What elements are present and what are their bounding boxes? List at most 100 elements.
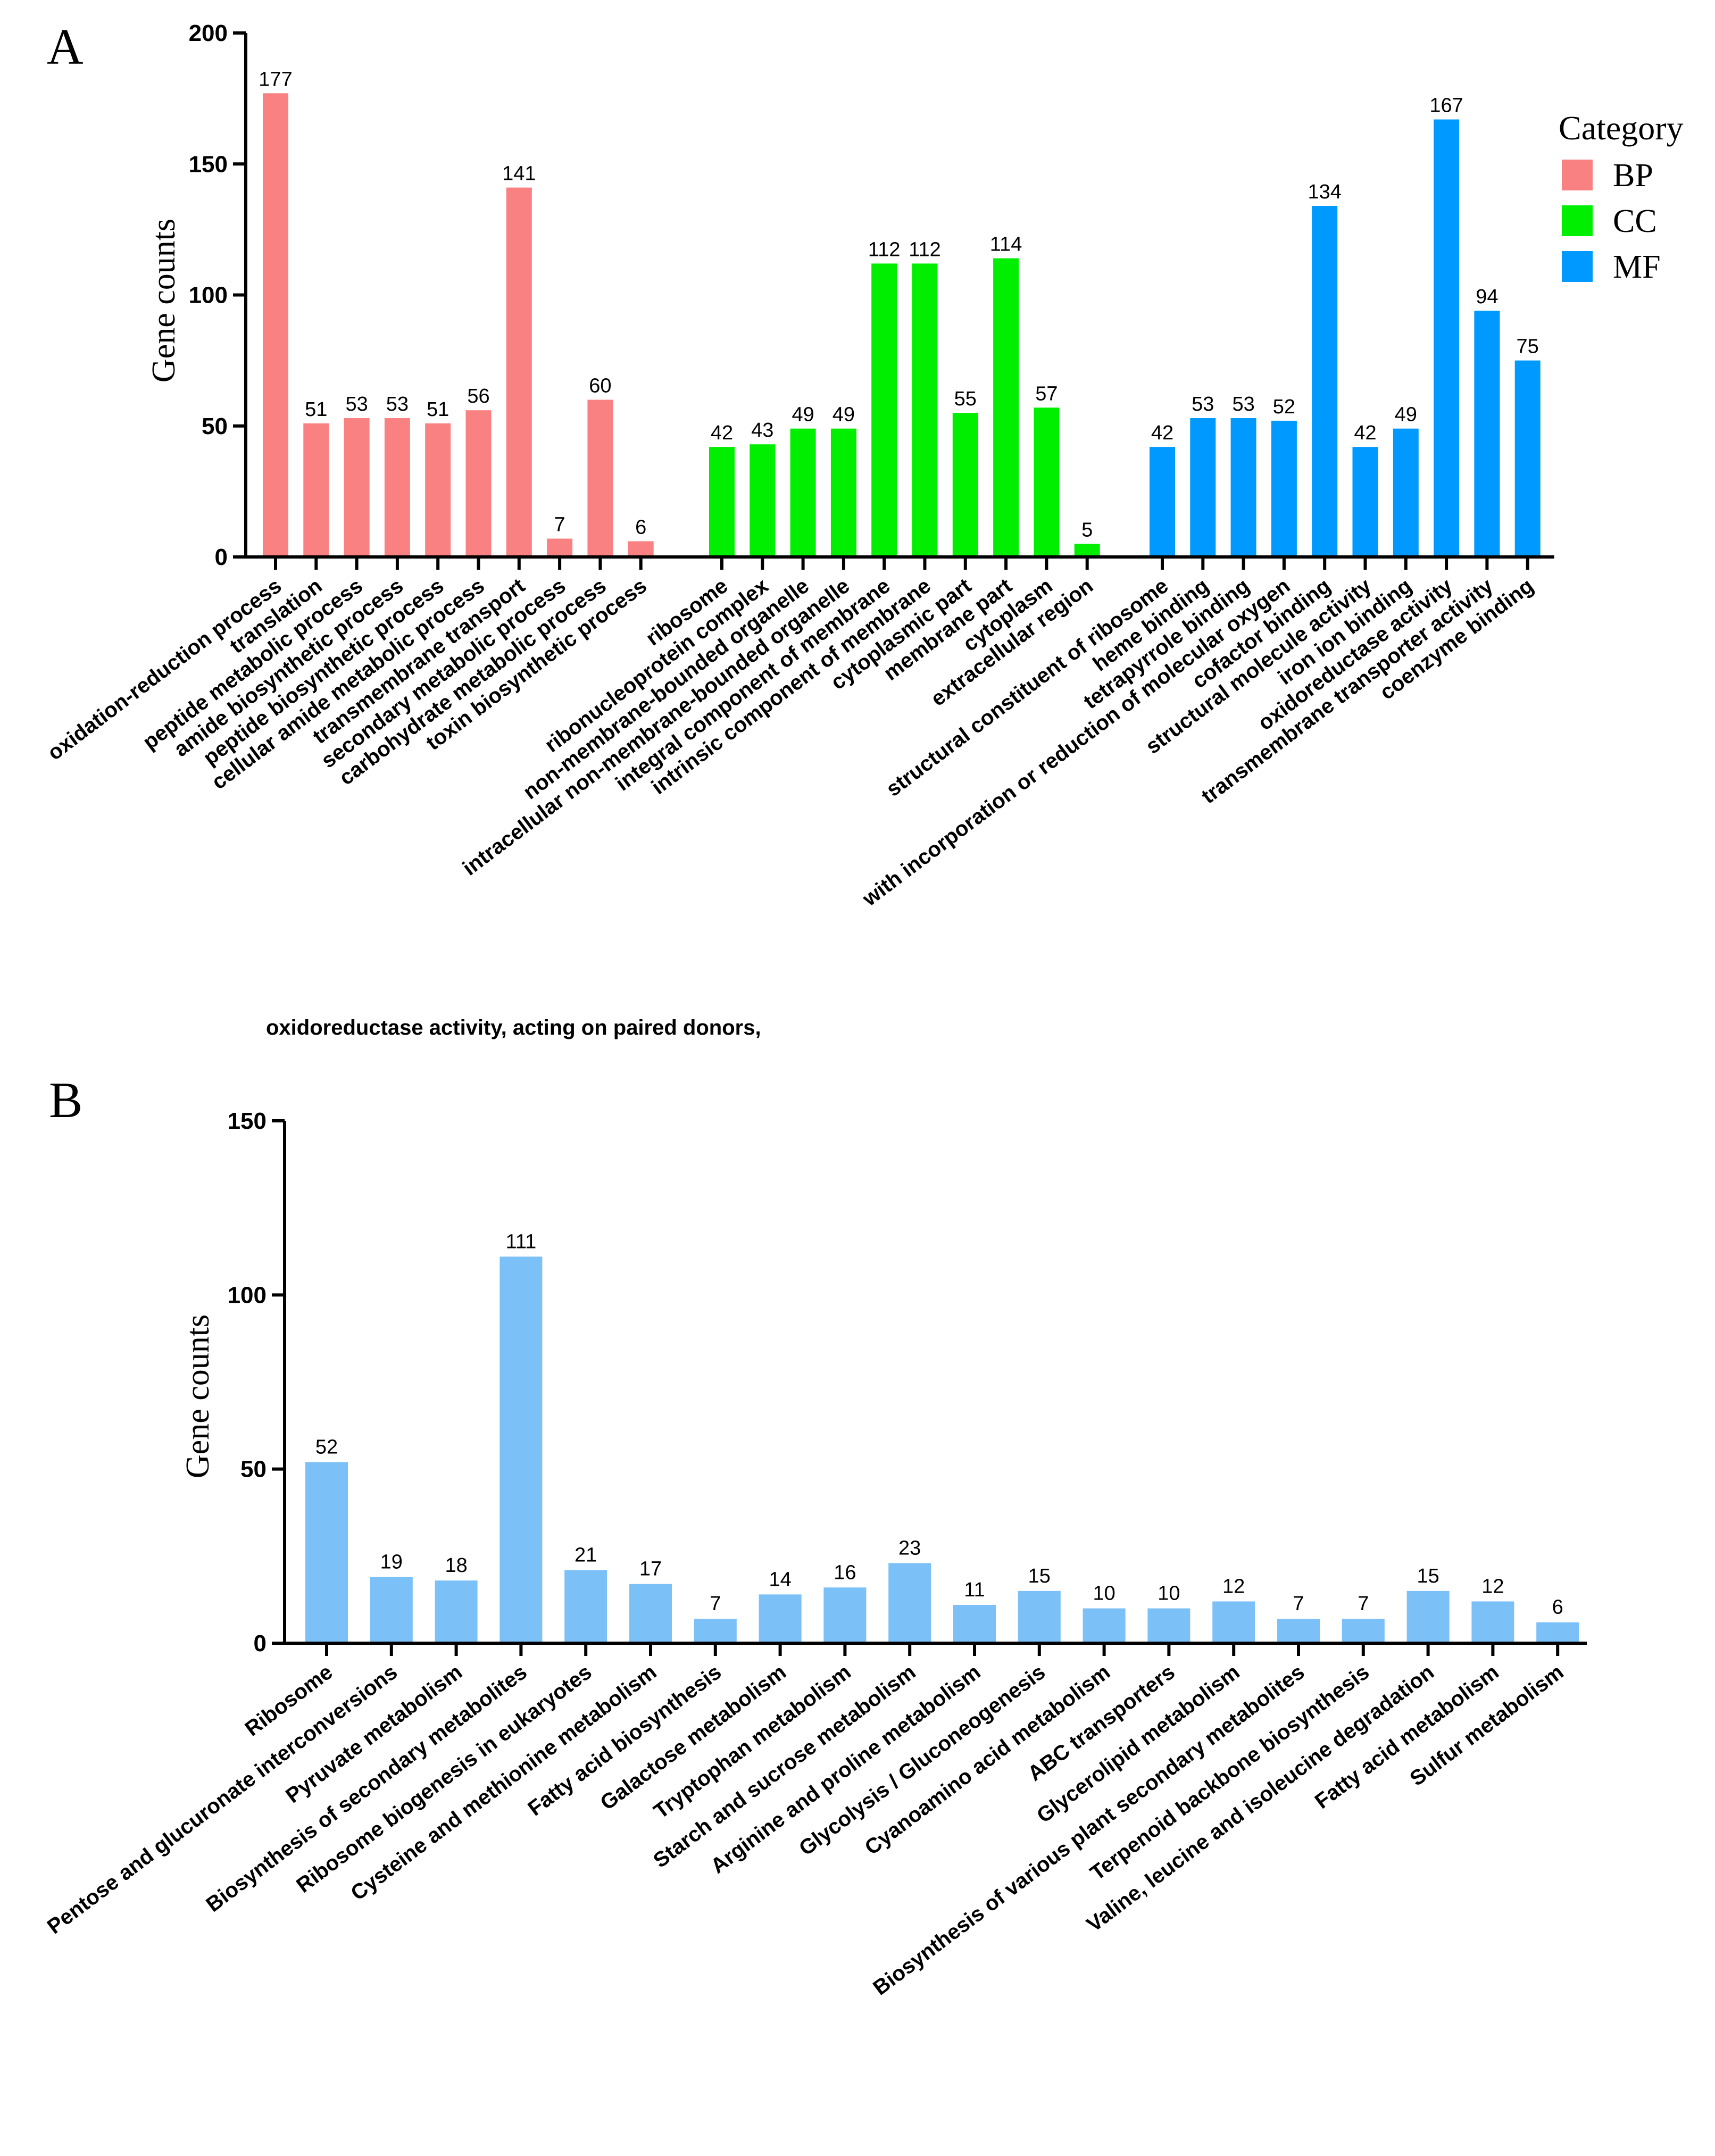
value-label: 16 [834,1561,856,1584]
value-label: 49 [1395,404,1417,426]
y-tick-label: 0 [254,1630,267,1656]
value-label: 6 [1552,1596,1563,1619]
bar-bp-translation [303,423,329,557]
value-label: 57 [1035,382,1058,405]
bar-bp-amide-biosynthetic-process [384,418,410,557]
legend-entries: BP CC MF [1562,157,1661,285]
value-label: 19 [380,1551,403,1574]
value-label: 14 [769,1568,791,1591]
bar-arginine-and-proline-metabolism [953,1604,996,1643]
y-tick-label: 50 [240,1456,267,1483]
value-label: 42 [1354,422,1376,444]
bar-terpenoid-backbone-biosynthesis [1342,1619,1385,1643]
value-label: 49 [792,404,814,426]
legend-label-bp: BP [1613,157,1653,194]
value-label: 7 [1293,1593,1304,1615]
bar-bp-secondary-metabolic-process [547,538,573,557]
value-label: 53 [1232,393,1254,415]
value-label: 18 [445,1554,467,1577]
y-tick-label: 100 [189,282,228,309]
bar-mf-oxidoreductase-activity-acting-on-paired [1271,420,1297,557]
value-label: 11 [964,1579,985,1601]
bar-cysteine-and-methionine-metabolism [629,1584,672,1643]
legend-label-cc: CC [1613,203,1657,239]
panel-a-y-axis-label: Gene counts [146,219,182,382]
panel-a-value-labels: 177 51 53 53 51 56 141 7 60 6 42 43 49 49 112 112 55 114 5… [259,68,1539,541]
value-label: 21 [575,1544,597,1567]
value-label: 75 [1517,336,1539,358]
bar-sulfur-metabolism [1536,1622,1579,1643]
value-label: 5 [1081,519,1093,541]
value-label: 111 [506,1230,537,1253]
bar-bp-peptide-metabolic-process [344,418,370,557]
value-label: 51 [427,398,449,421]
bar-mf-oxidoreductase-activity [1434,119,1460,557]
bar-cc-intracellular-non-membrane-bounded-organ [830,428,856,557]
bar-bp-peptide-biosynthetic-process [425,423,451,557]
value-label: 43 [751,419,773,442]
bar-bp-toxin-biosynthetic-process [628,541,654,557]
panel-b: B Gene counts 0 50 100 150 52 19 18 111 21 17 7 14… [43,1072,1587,2000]
panel-a-axes [244,33,1554,559]
legend-swatch-bp [1562,160,1593,190]
bar-mf-cofactor-binding [1312,206,1338,557]
bar-cc-cytoplasm [1034,407,1060,557]
panel-a-x-tick-labels: oxidation-reduction processtranslationpe… [43,557,1538,1039]
y-tick-label: 150 [228,1108,267,1134]
bar-glycolysis-gluconeogenesis [1018,1591,1061,1643]
bar-pyruvate-metabolism [435,1580,478,1643]
value-label: 112 [909,238,941,261]
value-label: 114 [990,234,1022,256]
bar-mf-iron-ion-binding [1393,428,1419,557]
bar-mf-tetrapyrrole-binding [1230,418,1256,557]
bar-mf-heme-binding [1190,418,1216,557]
bar-mf-transmembrane-transporter-activity [1474,311,1500,557]
panel-a-bars [263,93,1541,557]
value-label: 49 [832,404,855,426]
value-label: 112 [868,238,901,261]
value-label: 15 [1417,1565,1439,1587]
value-label: 134 [1308,181,1341,203]
value-label: 52 [1273,396,1295,418]
bar-tryptophan-metabolism [823,1587,867,1643]
value-label: 51 [305,398,327,421]
value-label: 42 [1151,422,1173,444]
bar-cyanoamino-acid-metabolism [1083,1608,1126,1643]
value-label: 42 [711,422,733,444]
bar-bp-transmembrane-transport [506,187,532,557]
value-label: 55 [954,388,977,410]
value-label: 167 [1429,95,1463,117]
bar-pentose-and-glucuronate-interconversions [370,1577,413,1643]
bar-cc-cytoplasmic-part [952,413,978,557]
y-tick-label: 0 [215,544,228,570]
bar-mf-coenzyme-binding [1514,360,1541,557]
bar-valine-leucine-and-isoleucine-degradatio [1406,1591,1450,1643]
value-label: 17 [639,1558,662,1580]
legend-swatch-cc [1562,205,1593,236]
value-label: 15 [1028,1565,1051,1587]
value-label: 177 [259,68,292,90]
panel-a-y-ticks: 0 50 100 150 200 [189,20,246,570]
bar-biosynthesis-of-secondary-metabolites [499,1256,543,1643]
bar-starch-and-sucrose-metabolism [888,1563,931,1643]
bar-glycerolipid-metabolism [1212,1601,1255,1643]
legend: Category BP CC MF [1559,109,1684,285]
bar-cc-non-membrane-bounded-organelle [790,428,816,557]
bar-cc-integral-component-of-membrane [871,263,897,557]
panel-b-y-ticks: 0 50 100 150 [228,1108,285,1656]
value-label: 56 [467,385,489,407]
bar-cc-ribosome [709,447,735,557]
bar-bp-cellular-amide-metabolic-process [465,410,492,557]
value-label: 53 [386,393,409,415]
panel-b-y-axis-label: Gene counts [180,1314,216,1478]
y-tick-label: 200 [189,20,228,46]
bar-bp-carbohydrate-metabolic-process [587,399,613,557]
bar-fatty-acid-metabolism [1471,1601,1514,1643]
value-label: 7 [1358,1593,1369,1615]
value-label: 7 [710,1593,721,1615]
y-tick-label: 150 [189,151,228,177]
value-label: 10 [1158,1583,1180,1605]
value-label: 94 [1476,286,1498,308]
